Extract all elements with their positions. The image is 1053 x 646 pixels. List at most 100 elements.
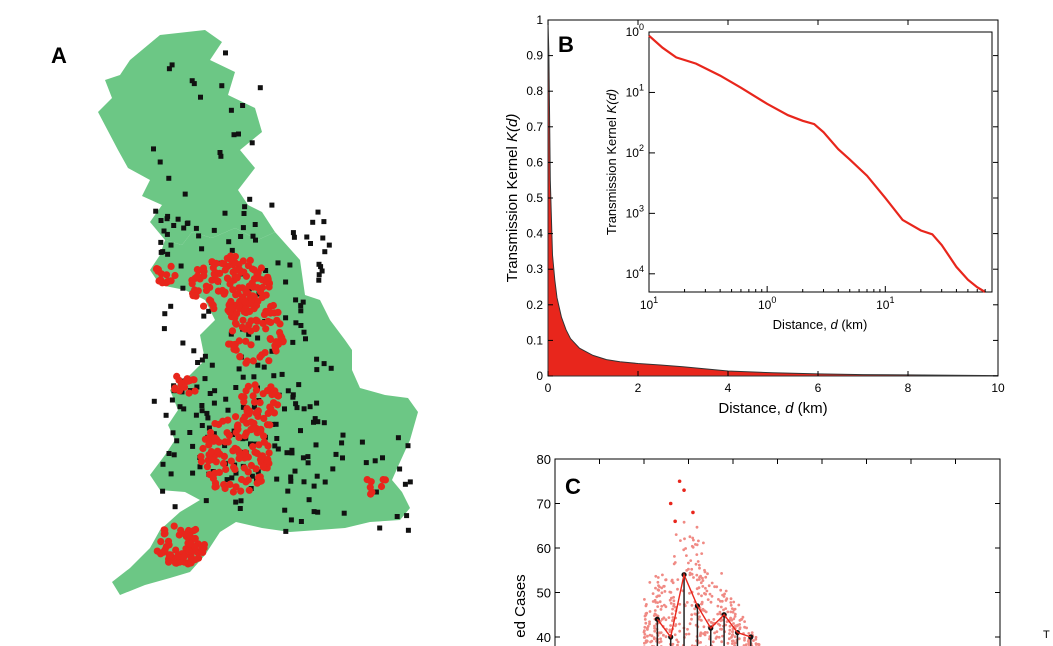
simulated-case-point xyxy=(687,632,691,636)
infected-farm-marker xyxy=(241,298,249,306)
simulated-case-point xyxy=(721,634,724,638)
simulated-case-point xyxy=(653,629,657,633)
culled-farm-marker xyxy=(394,514,400,519)
simulated-case-point xyxy=(754,637,758,641)
infected-farm-marker xyxy=(189,292,197,300)
culled-farm-marker xyxy=(380,455,385,461)
culled-farm-marker xyxy=(165,251,171,257)
simulated-case-point xyxy=(733,612,737,616)
infected-farm-marker xyxy=(233,274,241,282)
infected-farm-marker xyxy=(232,320,240,328)
culled-farm-marker xyxy=(223,50,228,56)
infected-farm-marker xyxy=(245,410,253,418)
infected-farm-marker xyxy=(252,325,260,333)
culled-farm-marker xyxy=(222,210,228,216)
infected-farm-marker xyxy=(225,431,233,439)
simulated-case-point xyxy=(685,554,688,557)
simulated-case-point xyxy=(656,576,660,579)
culled-farm-marker xyxy=(271,373,277,379)
inset-x-tick-label: 101 xyxy=(876,295,894,312)
culled-farm-marker xyxy=(191,348,197,354)
simulated-case-point xyxy=(672,562,676,566)
simulated-case-point xyxy=(747,632,751,635)
infected-farm-marker xyxy=(248,425,256,433)
infected-farm-marker xyxy=(170,522,178,530)
culled-farm-marker xyxy=(283,279,289,285)
culled-farm-marker xyxy=(290,394,296,400)
culled-farm-marker xyxy=(395,435,401,441)
culled-farm-marker xyxy=(193,412,199,418)
culled-farm-marker xyxy=(175,216,181,222)
simulated-case-point xyxy=(671,607,674,611)
main-x-tick-label: 10 xyxy=(991,381,1005,395)
infected-farm-marker xyxy=(152,265,160,273)
culled-farm-marker xyxy=(204,410,210,416)
simulated-case-point xyxy=(676,643,679,646)
simulated-case-point xyxy=(725,597,729,601)
main-x-tick-label: 4 xyxy=(725,381,732,395)
culled-farm-marker xyxy=(273,421,279,427)
culled-farm-marker xyxy=(151,398,157,404)
simulated-case-point xyxy=(690,617,693,621)
infected-farm-marker xyxy=(239,257,247,265)
simulated-case-point xyxy=(645,611,649,615)
simulated-case-point xyxy=(660,591,664,595)
culled-farm-marker xyxy=(233,385,239,390)
simulated-case-point xyxy=(656,605,660,608)
simulated-case-point xyxy=(682,488,686,492)
inset-y-tick-label: 100 xyxy=(626,22,644,39)
culled-farm-marker xyxy=(303,336,308,342)
infected-farm-marker xyxy=(241,306,249,315)
main-y-tick-label: 0.8 xyxy=(526,84,543,98)
culled-farm-marker xyxy=(322,249,328,255)
infected-farm-marker xyxy=(235,284,243,292)
simulated-case-point xyxy=(697,563,701,567)
infected-farm-marker xyxy=(262,307,270,315)
culled-farm-marker xyxy=(298,519,304,524)
infected-farm-marker xyxy=(259,319,267,327)
infected-farm-marker xyxy=(250,398,259,406)
infected-farm-marker xyxy=(379,476,387,484)
culled-farm-marker xyxy=(407,479,413,485)
simulated-case-point xyxy=(694,562,698,566)
culled-farm-marker xyxy=(180,285,186,291)
infected-farm-marker xyxy=(249,357,257,365)
simulated-case-point xyxy=(670,612,674,616)
infected-farm-marker xyxy=(220,481,228,489)
simulated-case-point xyxy=(704,586,707,590)
culled-farm-marker xyxy=(240,374,246,380)
culled-farm-marker xyxy=(316,272,322,278)
simulated-case-point xyxy=(712,618,716,621)
culled-farm-marker xyxy=(238,234,244,239)
main-x-tick-label: 6 xyxy=(815,381,822,395)
simulated-case-point xyxy=(662,584,666,588)
infected-farm-marker xyxy=(229,286,237,294)
infected-farm-marker xyxy=(173,372,181,380)
culled-farm-marker xyxy=(240,436,246,442)
infected-farm-marker xyxy=(227,457,235,465)
observed-case-point xyxy=(748,634,754,640)
simulated-case-point xyxy=(643,629,646,633)
culled-farm-marker xyxy=(202,353,208,359)
simulated-case-point xyxy=(699,641,702,644)
simulated-case-point xyxy=(682,548,686,552)
simulated-case-point xyxy=(693,612,697,616)
culled-farm-marker xyxy=(402,481,408,487)
infected-farm-marker xyxy=(237,487,245,495)
culled-farm-marker xyxy=(326,242,332,248)
infected-farm-marker xyxy=(186,540,194,548)
simulated-case-point xyxy=(732,622,735,625)
simulated-case-point xyxy=(726,641,730,645)
culled-farm-marker xyxy=(198,94,203,100)
main-y-tick-label: 0.7 xyxy=(526,120,543,134)
simulated-case-point xyxy=(697,539,700,543)
culled-farm-marker xyxy=(229,475,235,481)
simulated-case-point xyxy=(656,588,660,592)
main-x-tick-label: 8 xyxy=(905,381,912,395)
simulated-case-point xyxy=(685,601,689,604)
culled-farm-marker xyxy=(199,246,205,252)
culled-farm-marker xyxy=(275,260,281,266)
culled-farm-marker xyxy=(321,219,327,225)
inset-x-tick-label: 100 xyxy=(758,295,776,312)
culled-farm-marker xyxy=(282,507,288,513)
